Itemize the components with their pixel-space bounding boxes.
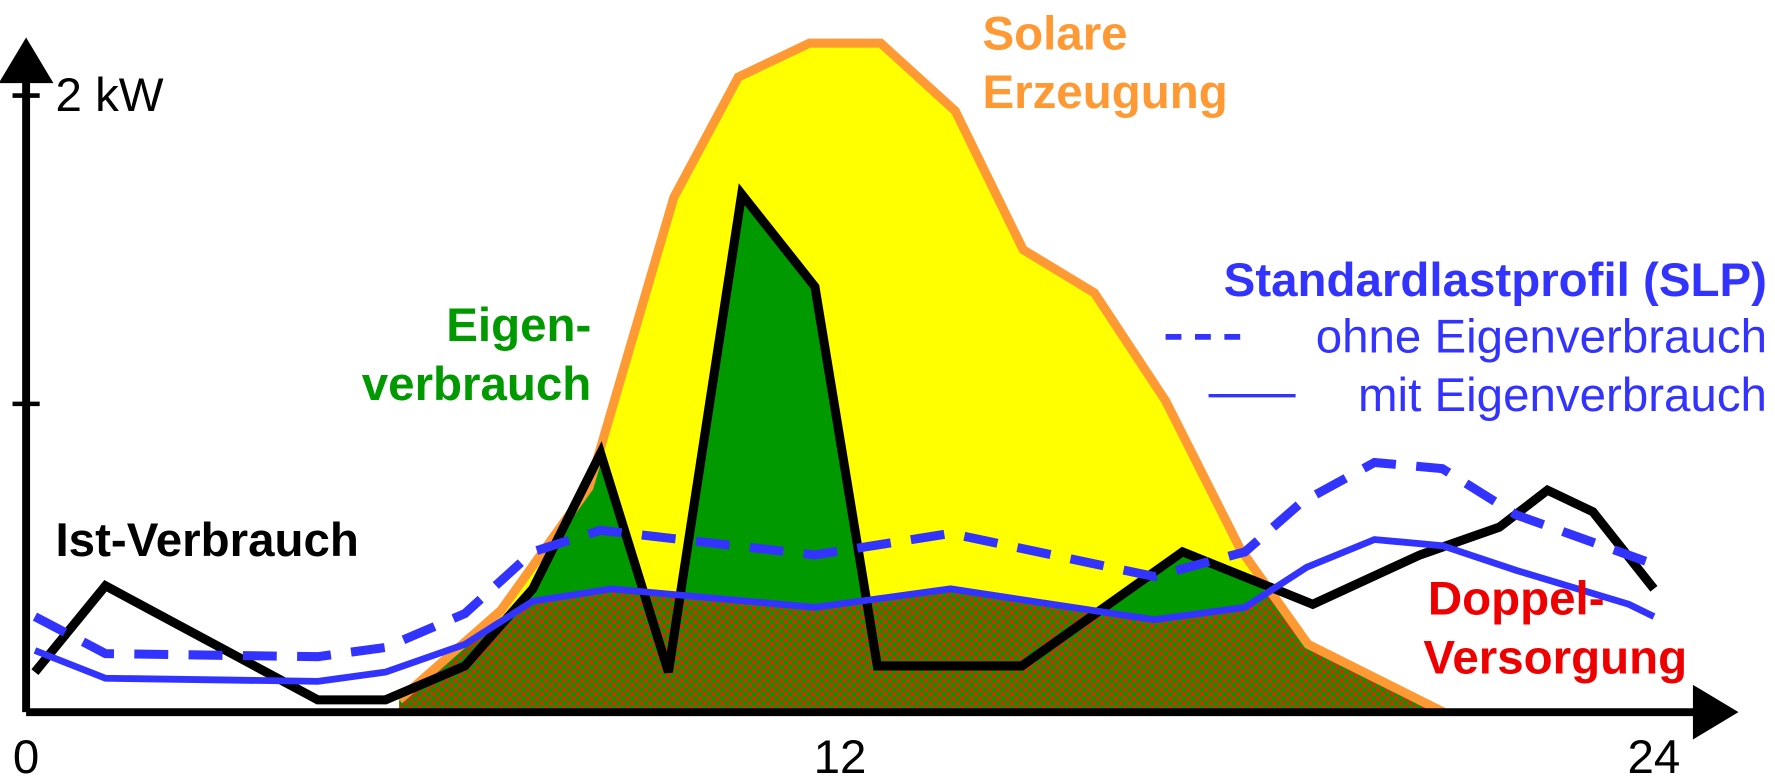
annotation: verbrauch [362,358,592,411]
annotation: Ist-Verbrauch [56,514,359,567]
y-tick-label: 2 kW [56,69,164,122]
x-tick-label: 12 [814,731,867,780]
solar-line [396,38,1446,717]
legend-entry: mit Eigenverbrauch [1358,369,1767,422]
solar-area [399,43,1444,713]
slp-line [33,536,1656,685]
legend-title: Standardlastprofil (SLP) [1224,254,1767,307]
annotation: Versorgung [1423,631,1687,684]
x-tick-label: 24 [1628,731,1681,780]
annotation: Erzeugung [982,66,1227,119]
annotation: Solare [982,7,1127,60]
annotation: Doppel- [1428,573,1605,626]
annotation: Eigen- [446,299,591,352]
x-tick-label: 0 [13,731,39,780]
axes [0,37,1739,740]
ist-line [31,183,1658,705]
legend-entry: ohne Eigenverbrauch [1316,310,1767,363]
slp-line [32,457,1656,662]
